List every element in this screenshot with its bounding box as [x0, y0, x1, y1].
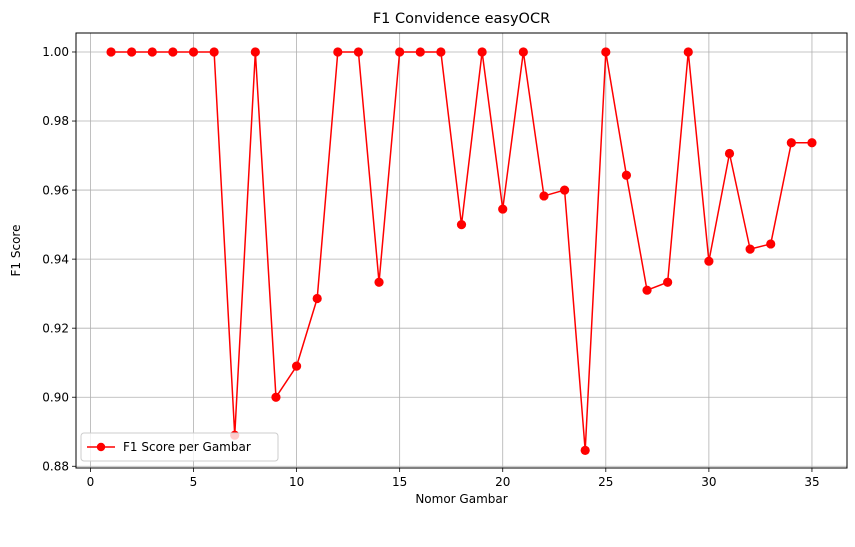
data-point — [188, 47, 199, 57]
data-point — [498, 204, 508, 214]
data-point — [601, 47, 611, 57]
legend-marker-swatch — [96, 442, 106, 452]
grid-lines — [76, 33, 847, 468]
data-point — [312, 293, 322, 304]
y-tick-label: 0.94 — [42, 252, 69, 266]
data-point — [477, 47, 487, 57]
data-point — [456, 220, 467, 230]
data-point — [704, 256, 714, 266]
data-point — [250, 47, 260, 57]
data-point — [559, 185, 570, 195]
data-point — [127, 47, 137, 57]
x-tick-label: 35 — [804, 475, 819, 489]
y-tick-label: 0.96 — [42, 183, 69, 197]
x-tick-label: 25 — [598, 475, 613, 489]
data-point — [766, 239, 776, 249]
data-point — [621, 170, 632, 180]
data-point — [807, 138, 817, 148]
y-tick-label: 0.98 — [42, 114, 69, 128]
data-point — [106, 47, 116, 57]
data-point — [724, 148, 735, 159]
x-axis-title: Nomor Gambar — [415, 492, 507, 506]
x-tick-label: 20 — [495, 475, 510, 489]
x-tick-label: 10 — [289, 475, 304, 489]
x-tick-label: 30 — [701, 475, 716, 489]
legend-box — [80, 432, 279, 462]
x-axis-ticks: 0 5 10 15 20 25 30 35 — [87, 468, 820, 489]
data-point — [168, 47, 178, 57]
data-point — [745, 244, 755, 254]
data-point — [333, 47, 343, 57]
y-tick-label: 1.00 — [42, 45, 69, 59]
data-point — [395, 47, 405, 57]
plot-frame — [75, 32, 848, 469]
data-point — [415, 47, 425, 57]
chart-title: F1 Convidence easyOCR — [373, 11, 550, 27]
x-tick-label: 15 — [392, 475, 407, 489]
data-point — [642, 285, 652, 295]
y-axis-title: F1 Score — [9, 225, 23, 277]
data-point — [580, 445, 590, 455]
legend: F1 Score per Gambar — [80, 432, 279, 462]
series-layer — [106, 47, 817, 455]
data-point — [374, 277, 384, 287]
data-point — [209, 47, 219, 57]
data-point — [663, 277, 673, 287]
data-point — [271, 392, 281, 402]
y-tick-label: 0.92 — [42, 321, 69, 335]
y-tick-label: 0.90 — [42, 390, 69, 404]
x-tick-label: 0 — [87, 475, 95, 489]
data-point — [353, 47, 364, 57]
data-point — [539, 191, 549, 201]
y-axis-ticks: 0.88 0.90 0.92 0.94 0.96 0.98 1.00 — [42, 45, 76, 473]
legend-label: F1 Score per Gambar — [123, 440, 251, 454]
data-point — [291, 361, 302, 371]
x-tick-label: 5 — [190, 475, 198, 489]
data-point — [786, 138, 796, 148]
data-point — [147, 47, 157, 57]
y-tick-label: 0.88 — [42, 459, 69, 473]
data-point — [683, 47, 693, 57]
data-point — [436, 47, 446, 57]
data-point — [518, 47, 528, 57]
